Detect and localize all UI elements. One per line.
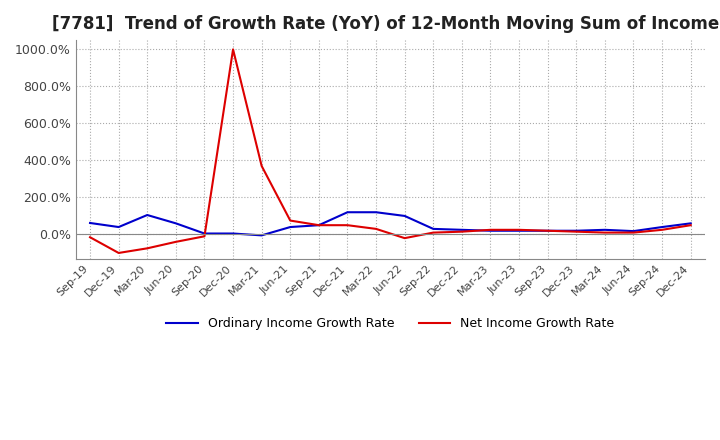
Ordinary Income Growth Rate: [286, 224, 294, 230]
Ordinary Income Growth Rate: [200, 231, 209, 236]
Net Income Growth Rate: [686, 223, 695, 228]
Ordinary Income Growth Rate: [572, 228, 580, 233]
Net Income Growth Rate: [343, 223, 352, 228]
Line: Ordinary Income Growth Rate: Ordinary Income Growth Rate: [90, 212, 690, 235]
Net Income Growth Rate: [486, 227, 495, 232]
Net Income Growth Rate: [572, 229, 580, 235]
Ordinary Income Growth Rate: [343, 209, 352, 215]
Ordinary Income Growth Rate: [658, 224, 667, 230]
Net Income Growth Rate: [114, 250, 123, 256]
Net Income Growth Rate: [400, 235, 409, 241]
Net Income Growth Rate: [429, 230, 438, 235]
Ordinary Income Growth Rate: [544, 228, 552, 233]
Line: Net Income Growth Rate: Net Income Growth Rate: [90, 49, 690, 253]
Net Income Growth Rate: [229, 47, 238, 52]
Ordinary Income Growth Rate: [686, 221, 695, 226]
Net Income Growth Rate: [515, 227, 523, 232]
Ordinary Income Growth Rate: [257, 233, 266, 238]
Ordinary Income Growth Rate: [171, 221, 180, 226]
Ordinary Income Growth Rate: [315, 223, 323, 228]
Title: [7781]  Trend of Growth Rate (YoY) of 12-Month Moving Sum of Incomes: [7781] Trend of Growth Rate (YoY) of 12-…: [52, 15, 720, 33]
Net Income Growth Rate: [171, 239, 180, 245]
Net Income Growth Rate: [315, 223, 323, 228]
Legend: Ordinary Income Growth Rate, Net Income Growth Rate: Ordinary Income Growth Rate, Net Income …: [161, 312, 619, 335]
Net Income Growth Rate: [372, 226, 380, 231]
Ordinary Income Growth Rate: [486, 228, 495, 233]
Ordinary Income Growth Rate: [429, 226, 438, 231]
Ordinary Income Growth Rate: [400, 213, 409, 219]
Ordinary Income Growth Rate: [372, 209, 380, 215]
Net Income Growth Rate: [658, 227, 667, 232]
Net Income Growth Rate: [257, 163, 266, 169]
Net Income Growth Rate: [457, 229, 466, 235]
Ordinary Income Growth Rate: [515, 228, 523, 233]
Net Income Growth Rate: [629, 230, 638, 235]
Net Income Growth Rate: [143, 246, 152, 251]
Ordinary Income Growth Rate: [457, 227, 466, 232]
Net Income Growth Rate: [286, 218, 294, 223]
Ordinary Income Growth Rate: [600, 227, 609, 232]
Net Income Growth Rate: [86, 235, 94, 240]
Ordinary Income Growth Rate: [629, 228, 638, 234]
Ordinary Income Growth Rate: [86, 220, 94, 226]
Net Income Growth Rate: [200, 234, 209, 239]
Net Income Growth Rate: [600, 230, 609, 235]
Net Income Growth Rate: [544, 228, 552, 233]
Ordinary Income Growth Rate: [143, 213, 152, 218]
Ordinary Income Growth Rate: [114, 224, 123, 230]
Ordinary Income Growth Rate: [229, 231, 238, 236]
